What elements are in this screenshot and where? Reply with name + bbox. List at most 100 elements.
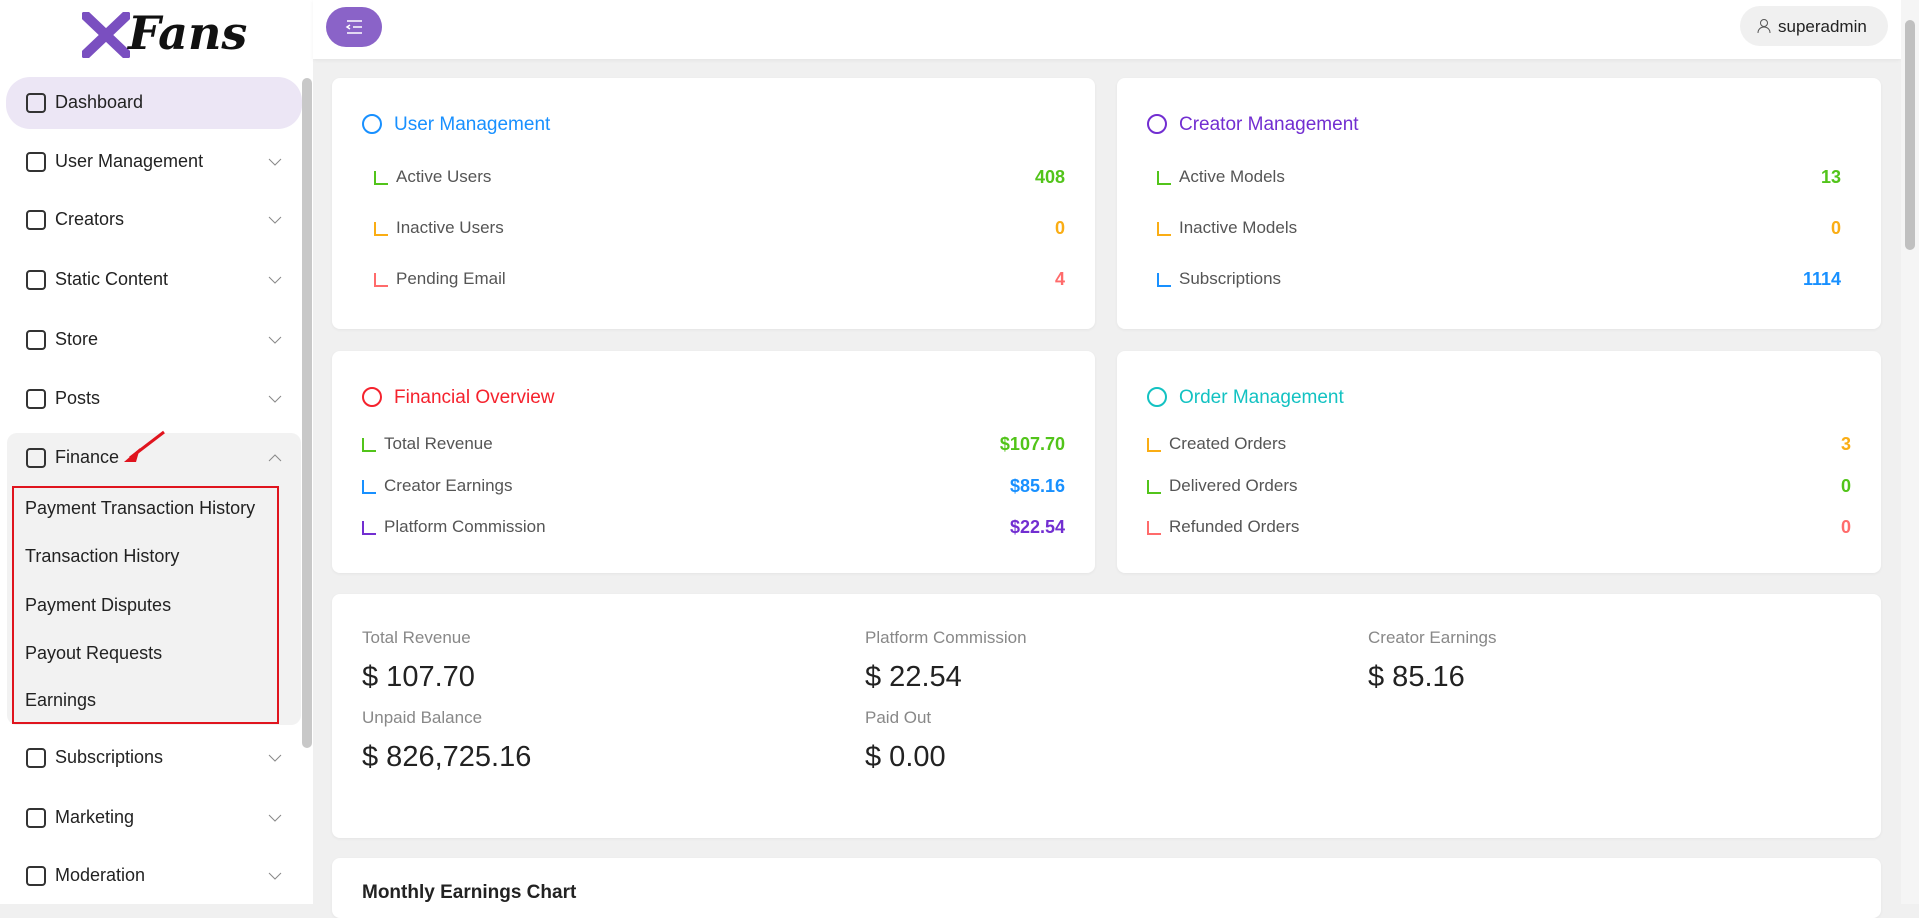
stat-card: User Management Active Users 408 Inactive U…: [332, 78, 1095, 329]
chevron: [268, 872, 282, 880]
row-label: Active Users: [396, 167, 492, 186]
menu-icon: [26, 270, 46, 290]
submenu-item[interactable]: Payment Transaction History: [25, 498, 256, 518]
chevron: [268, 754, 282, 762]
submenu-item[interactable]: Earnings: [25, 690, 97, 710]
summary-label: Creator Earnings: [1368, 628, 1497, 647]
menu-icon: [26, 448, 46, 468]
summary-label: Total Revenue: [362, 628, 471, 647]
row-icon: [362, 480, 376, 494]
submenu-item[interactable]: Payment Disputes: [25, 595, 172, 615]
row-icon: [1157, 171, 1171, 185]
stat-card: Creator Management Active Models 13 Inactiv…: [1117, 78, 1881, 329]
row-icon: [374, 222, 388, 236]
row-value: $22.54: [1009, 517, 1065, 537]
summary-label: Unpaid Balance: [362, 708, 483, 727]
summary-label: Platform Commission: [865, 628, 1027, 647]
sidebar: Fans Dashboard User Management Creators Sta…: [0, 0, 313, 904]
card-title: Order Management: [1179, 387, 1344, 408]
menu-item[interactable]: Marketing: [55, 807, 135, 827]
row-value: 3: [1840, 434, 1851, 454]
finance-group-bg: [7, 433, 301, 725]
card-title: Creator Management: [1179, 114, 1359, 135]
summary-value: $ 0.00: [865, 741, 946, 773]
username: superadmin: [1778, 17, 1867, 36]
row-icon: [1147, 438, 1161, 452]
menu-icon: [26, 808, 46, 828]
row-icon: [362, 438, 376, 452]
menu-item[interactable]: Subscriptions: [55, 747, 164, 767]
summary-value: $ 107.70: [362, 661, 475, 693]
summary-card: [332, 594, 1881, 838]
card-icon: [362, 387, 382, 407]
menu-item[interactable]: Creators: [55, 209, 125, 229]
row-icon: [362, 521, 376, 535]
chevron: [268, 814, 282, 822]
card-title: User Management: [394, 114, 551, 135]
summary-label: Paid Out: [865, 708, 932, 727]
logo: Fans: [128, 6, 248, 60]
row-label: Active Models: [1179, 167, 1285, 186]
menu-icon: [26, 748, 46, 768]
stat-card: Order Management Created Orders 3 Delivered…: [1117, 351, 1881, 573]
summary-value: $ 22.54: [865, 661, 962, 693]
row-icon: [1147, 521, 1161, 535]
row-label: Inactive Users: [396, 218, 504, 237]
row-label: Pending Email: [396, 269, 506, 288]
sidebar-scrollbar: [302, 78, 312, 748]
menu-icon: [26, 389, 46, 409]
row-label: Platform Commission: [384, 517, 546, 536]
chevron: [268, 395, 282, 403]
menu-item[interactable]: Posts: [55, 388, 101, 408]
menu-item[interactable]: Moderation: [55, 865, 146, 885]
row-icon: [374, 171, 388, 185]
row-label: Subscriptions: [1179, 269, 1282, 288]
menu-item[interactable]: Static Content: [55, 269, 169, 289]
row-icon: [374, 273, 388, 287]
row-value: $85.16: [1009, 476, 1065, 496]
submenu-item[interactable]: Payout Requests: [25, 643, 163, 663]
chevron: [268, 158, 282, 166]
card-icon: [1147, 114, 1167, 134]
menu-icon: [26, 93, 46, 113]
chevron: [268, 454, 282, 462]
row-value: 0: [1830, 218, 1841, 238]
page-scrollbar: [1901, 0, 1919, 904]
row-icon: [1147, 480, 1161, 494]
row-label: Delivered Orders: [1169, 476, 1298, 495]
row-label: Created Orders: [1169, 434, 1287, 453]
menu-toggle[interactable]: [326, 7, 382, 47]
chevron: [268, 216, 282, 224]
submenu-item[interactable]: Transaction History: [25, 546, 180, 566]
menu-icon: [26, 210, 46, 230]
menu-icon: [26, 152, 46, 172]
summary-value: $ 826,725.16: [362, 741, 532, 773]
row-label: Inactive Models: [1179, 218, 1298, 237]
row-label: Total Revenue: [384, 434, 493, 453]
row-value: 0: [1840, 517, 1851, 537]
header: superadmin: [313, 0, 1901, 59]
card-icon: [1147, 387, 1167, 407]
logo-icon: [82, 12, 130, 58]
user-menu[interactable]: superadmin: [1740, 6, 1888, 46]
row-value: 4: [1054, 269, 1065, 289]
menu-icon: [26, 330, 46, 350]
highlight-box: [12, 486, 279, 724]
active-item-bg: [6, 77, 302, 129]
row-label: Creator Earnings: [384, 476, 513, 495]
arrow-annotation: [124, 430, 165, 462]
menu-item[interactable]: User Management: [55, 151, 204, 171]
card-icon: [362, 114, 382, 134]
card-title: Financial Overview: [394, 387, 555, 408]
menu-item[interactable]: Store: [55, 329, 99, 349]
row-value: $107.70: [999, 434, 1065, 454]
stat-card: Financial Overview Total Revenue $107.70 Cr…: [332, 351, 1095, 573]
row-value: 13: [1820, 167, 1841, 187]
row-icon: [1157, 273, 1171, 287]
row-value: 1114: [1802, 269, 1841, 289]
chevron: [268, 276, 282, 284]
menu-item[interactable]: Finance: [55, 447, 120, 467]
menu-icon: [26, 866, 46, 886]
menu-item[interactable]: Dashboard: [55, 92, 144, 112]
